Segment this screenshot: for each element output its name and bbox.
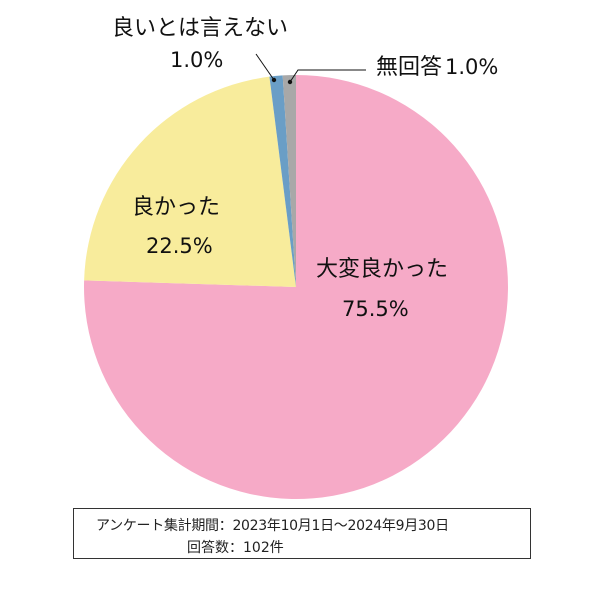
slice-label-good: 良かった [132,195,220,220]
leader-dot-no-answer [287,79,293,85]
pie-slice-no-answer [282,75,296,287]
slice-label-no-answer: 無回答 [376,55,442,80]
slice-value-no-answer: 1.0% [445,55,498,79]
survey-period: アンケート集計期間：2023年10月1日～2024年9月30日 [96,518,449,534]
leader-dot-poor [271,77,277,83]
slice-value-good: 22.5% [146,234,213,258]
leader-line-no-answer [289,69,366,83]
survey-info-box: アンケート集計期間：2023年10月1日～2024年9月30日 回答数：102件 [73,508,531,559]
response-count: 回答数：102件 [187,540,284,556]
pie-slice-poor [269,75,296,287]
slice-value-very-good: 75.5% [342,297,409,321]
leader-line-poor [255,53,275,81]
pie-slice-good [84,76,296,287]
slice-value-poor: 1.0% [170,48,223,72]
slice-label-very-good: 大変良かった [316,257,448,282]
pie-slices [84,75,508,499]
slice-label-poor: 良いとは言えない [112,16,288,41]
